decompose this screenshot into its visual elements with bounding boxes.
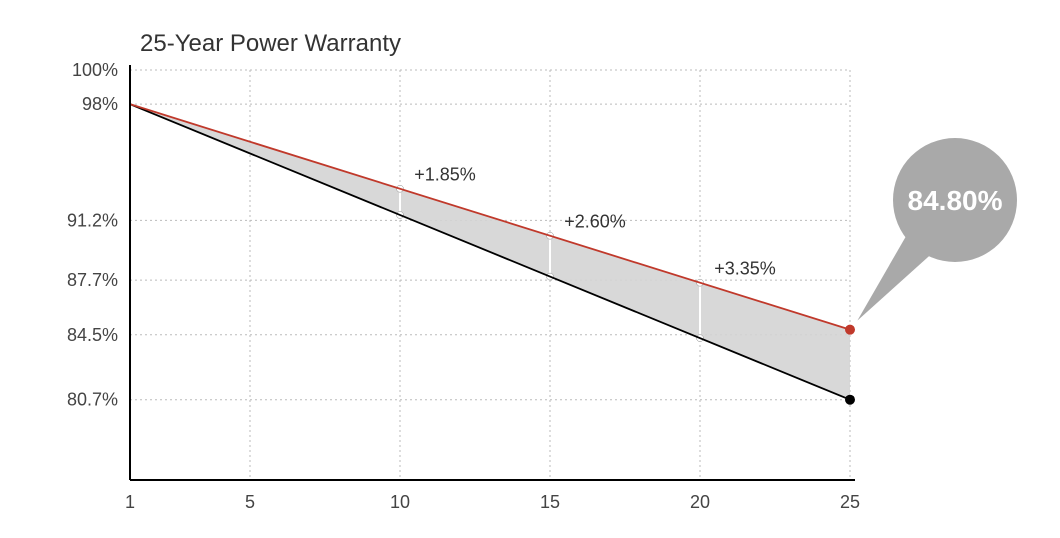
x-tick-label: 1 [125, 492, 135, 512]
delta-label: +3.35% [714, 259, 776, 279]
x-tick-label: 25 [840, 492, 860, 512]
y-tick-label: 91.2% [67, 210, 118, 230]
chart-title: 25-Year Power Warranty [140, 30, 401, 58]
x-tick-label: 5 [245, 492, 255, 512]
y-tick-label: 98% [82, 94, 118, 114]
chart-svg: +1.85% +2.60% +3.35% 100% 98% 91.2% 87.7% 84.5%… [0, 0, 1060, 538]
callout-value: 84.80% [908, 185, 1003, 216]
series-upper [130, 104, 850, 330]
x-tick-label: 10 [390, 492, 410, 512]
y-tick-label: 100% [72, 60, 118, 80]
series-lower [130, 104, 850, 400]
y-tick-label: 80.7% [67, 390, 118, 410]
x-tick-label: 20 [690, 492, 710, 512]
delta-label: +1.85% [414, 165, 476, 185]
x-tick-label: 15 [540, 492, 560, 512]
delta-label: +2.60% [564, 212, 626, 232]
end-marker-upper [845, 325, 855, 335]
y-tick-label: 87.7% [67, 270, 118, 290]
y-tick-label: 84.5% [67, 325, 118, 345]
chart-container: 25-Year Power Warranty +1.85% +2.60% +3.35… [0, 0, 1060, 538]
end-marker-lower [845, 395, 855, 405]
